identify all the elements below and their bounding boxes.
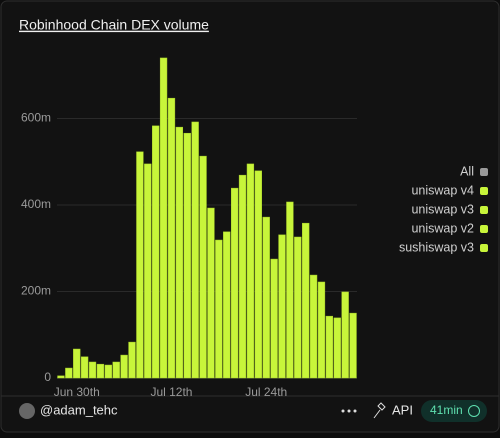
bar-segment — [294, 236, 302, 379]
age: 41min — [430, 403, 463, 417]
legend-label[interactable]: uniswap v3 — [411, 202, 474, 216]
bar-segment — [246, 163, 255, 379]
bar-segment — [65, 367, 73, 379]
bar-segment — [207, 207, 215, 379]
bar-segment — [159, 57, 168, 379]
bar-segment — [223, 231, 231, 379]
legend-label[interactable]: sushiswap v3 — [399, 240, 474, 254]
y-tick-label: 200m — [21, 284, 51, 298]
bar-segment — [270, 258, 278, 379]
x-tick-label: Jun 30th — [54, 385, 100, 399]
check-icon — [468, 405, 480, 417]
bar-segment — [325, 315, 334, 379]
bar-segment — [136, 151, 144, 379]
bar-segment — [144, 163, 152, 379]
bar-segment — [215, 239, 223, 379]
api-link[interactable]: API — [392, 402, 413, 417]
bar-segment — [302, 222, 310, 379]
bar-segment — [104, 364, 112, 379]
bar-segment — [120, 354, 128, 379]
bar-segment — [199, 155, 207, 379]
bar-segment — [317, 281, 326, 379]
y-tick-label: 0 — [44, 370, 51, 384]
api-icon — [373, 402, 386, 419]
bar-segment — [167, 97, 176, 379]
legend-swatch — [480, 244, 488, 252]
bar-segment — [112, 361, 120, 379]
bar-segment — [183, 132, 191, 379]
bar-segment — [88, 361, 97, 379]
chart-title[interactable]: Robinhood Chain DEX volume — [19, 17, 209, 33]
legend-label[interactable]: uniswap v2 — [411, 221, 474, 235]
x-tick-label: Jul 12th — [150, 385, 192, 399]
bar-segment — [278, 234, 286, 379]
bar-segment — [262, 216, 270, 379]
avatar[interactable] — [19, 403, 35, 419]
bar-segment — [96, 363, 105, 379]
legend-label[interactable]: All — [460, 164, 474, 178]
author[interactable]: @adam_tehc — [40, 402, 118, 417]
legend-swatch — [480, 225, 488, 233]
legend-label[interactable]: uniswap v4 — [411, 183, 474, 197]
y-tick-label: 400m — [21, 197, 51, 211]
bar-segment — [175, 126, 184, 379]
x-tick-label: Jul 24th — [245, 385, 287, 399]
more-menu[interactable] — [341, 409, 357, 413]
bar-segment — [152, 125, 160, 379]
bar-segment — [57, 375, 65, 379]
bar-segment — [80, 356, 89, 379]
bar-segment — [230, 187, 239, 379]
age-badge[interactable] — [421, 400, 487, 422]
bar-segment — [309, 274, 318, 379]
bar-segment — [333, 317, 341, 379]
bar-segment — [349, 312, 357, 379]
bar-segment — [238, 174, 247, 379]
bar-segment — [254, 170, 262, 379]
bar-segment — [73, 348, 81, 379]
bar-segment — [286, 201, 294, 379]
bar-segment — [128, 341, 136, 379]
legend-swatch — [480, 206, 488, 214]
legend-swatch — [480, 168, 488, 176]
bar-segment — [191, 121, 199, 379]
y-tick-label: 600m — [21, 111, 51, 125]
bar-segment — [341, 291, 349, 379]
legend-swatch — [480, 187, 488, 195]
